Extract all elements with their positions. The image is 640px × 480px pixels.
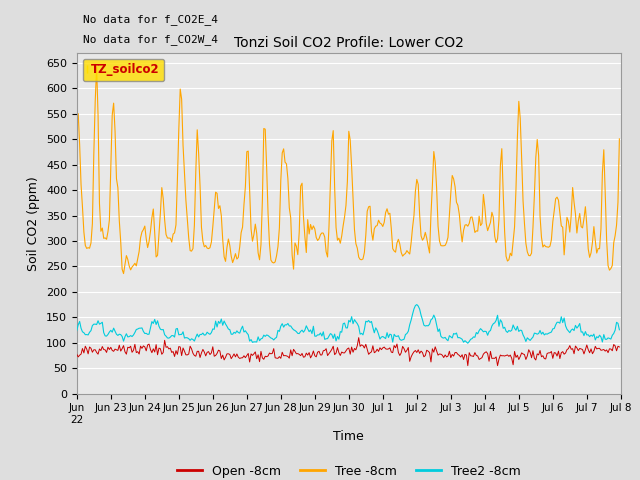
Text: No data for f_CO2E_4: No data for f_CO2E_4: [83, 14, 218, 25]
X-axis label: Time: Time: [333, 431, 364, 444]
Y-axis label: Soil CO2 (ppm): Soil CO2 (ppm): [28, 176, 40, 271]
Title: Tonzi Soil CO2 Profile: Lower CO2: Tonzi Soil CO2 Profile: Lower CO2: [234, 36, 464, 50]
Text: No data for f_CO2W_4: No data for f_CO2W_4: [83, 34, 218, 45]
Legend: Open -8cm, Tree -8cm, Tree2 -8cm: Open -8cm, Tree -8cm, Tree2 -8cm: [172, 460, 525, 480]
